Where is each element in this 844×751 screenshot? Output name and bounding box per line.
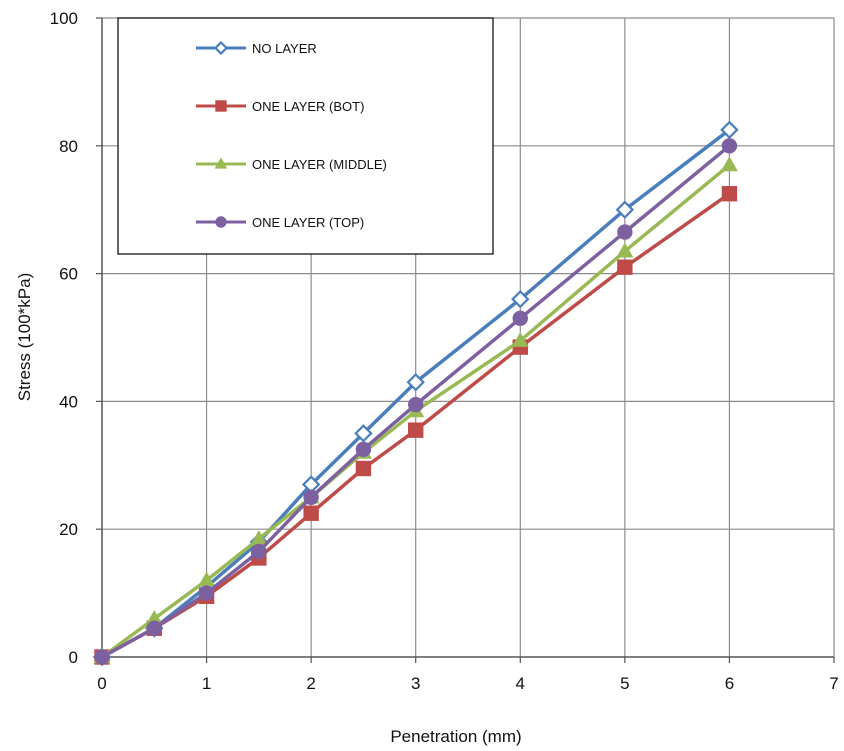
data-point (198, 585, 215, 601)
legend-marker (215, 216, 227, 228)
legend-item: NO LAYER (196, 40, 317, 56)
series-4 (94, 138, 738, 665)
data-series (92, 120, 739, 667)
legend-item: ONE LAYER (BOT) (196, 99, 364, 114)
legend-marker (213, 40, 229, 56)
data-point (408, 396, 424, 413)
legend-label: NO LAYER (252, 41, 317, 56)
y-tick-label: 0 (69, 648, 78, 667)
legend-item: ONE LAYER (MIDDLE) (196, 157, 387, 172)
data-point (720, 120, 739, 140)
series-line (101, 144, 731, 659)
x-tick-label: 4 (516, 674, 525, 693)
data-point (406, 373, 425, 392)
data-point (146, 620, 162, 636)
data-point (617, 259, 633, 275)
y-tick-label: 20 (59, 520, 78, 539)
legend-label: ONE LAYER (TOP) (252, 215, 364, 230)
y-tick-label: 80 (59, 137, 78, 156)
x-tick-label: 2 (306, 674, 315, 693)
x-tick-label: 6 (725, 674, 734, 693)
legend-label: ONE LAYER (BOT) (252, 99, 364, 114)
legend-marker (215, 100, 227, 112)
y-tick-label: 60 (59, 265, 78, 284)
data-point (512, 310, 528, 327)
legend-marker (214, 157, 228, 169)
data-point (615, 200, 635, 219)
data-point (617, 224, 633, 240)
data-point (408, 422, 424, 438)
data-point (616, 242, 634, 258)
data-point (355, 460, 372, 477)
legend-box (117, 17, 494, 255)
data-point (511, 289, 530, 309)
data-point (355, 441, 372, 458)
data-point (303, 489, 319, 505)
data-point (721, 138, 738, 154)
data-point (251, 543, 267, 560)
y-tick-label: 100 (50, 9, 78, 28)
x-tick-label: 3 (411, 674, 420, 693)
x-tick-label: 5 (620, 674, 629, 693)
data-point (720, 156, 738, 172)
x-tick-label: 1 (202, 674, 211, 693)
data-point (94, 649, 110, 665)
y-axis-title: Stress (100*kPa) (15, 273, 34, 402)
x-tick-label: 7 (829, 674, 838, 693)
legend: NO LAYER ONE LAYER (BOT) ONE LAYER (MIDDLE… (117, 17, 494, 255)
data-point (511, 332, 529, 347)
legend-item: ONE LAYER (TOP) (196, 215, 364, 230)
data-point (354, 424, 373, 443)
data-point (303, 505, 319, 521)
x-axis-title: Penetration (mm) (390, 727, 521, 746)
series-line (101, 128, 731, 659)
data-point (721, 186, 738, 202)
x-tick-label: 0 (97, 674, 106, 693)
y-tick-label: 40 (59, 392, 78, 411)
legend-label: ONE LAYER (MIDDLE) (252, 157, 387, 172)
tick-labels: 0 1 2 3 4 5 6 7 0 20 40 60 80 100 (50, 9, 839, 693)
